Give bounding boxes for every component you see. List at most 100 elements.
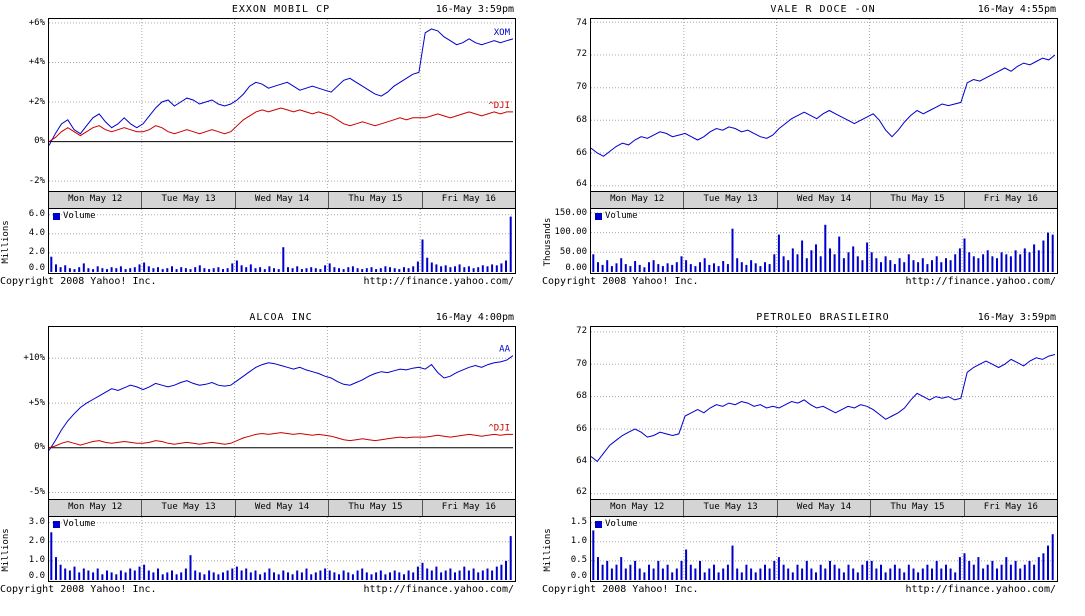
volume-legend: Volume	[595, 212, 638, 221]
price-y-axis: +10% +5% 0% -5%	[12, 326, 48, 500]
x-axis-day-label: Mon May 12	[610, 194, 665, 204]
volume-plot-row: Millions 6.0 4.0 2.0 0.0 Volume	[0, 209, 542, 274]
stock-chart-panel: ALCOA INC 16-May 4:00pm +10% +5% 0% -5% AA ^…	[0, 308, 542, 616]
x-axis-band: Mon May 12 Tue May 13 Wed May 14 Thu May 15…	[48, 500, 516, 517]
x-axis-day-label: Fri May 16	[963, 192, 1057, 208]
price-plot-row: +10% +5% 0% -5% AA ^DJI	[0, 326, 542, 500]
volume-tick-label: 4.0	[28, 228, 45, 239]
volume-unit-label: Thousands	[543, 217, 553, 266]
volume-plot-row: Millions 1.5 1.0 0.5 0.0 Volume	[542, 517, 1085, 582]
x-axis-band: Mon May 12 Tue May 13 Wed May 14 Thu May 15…	[48, 192, 516, 209]
copyright-text: Copyright 2008 Yahoo! Inc.	[0, 584, 157, 595]
volume-swatch-icon	[595, 521, 602, 528]
volume-legend-label: Volume	[63, 519, 96, 529]
x-axis-day-label: Wed May 14	[234, 500, 328, 516]
x-axis-day-label: Wed May 14	[776, 192, 870, 208]
price-tick-label: 70	[576, 82, 587, 93]
volume-y-axis: 1.5 1.0 0.5 0.0	[554, 517, 590, 582]
volume-legend-label: Volume	[605, 211, 638, 221]
volume-swatch-icon	[595, 213, 602, 220]
price-chart-svg: AA ^DJI	[49, 327, 513, 497]
price-tick-label: 66	[576, 423, 587, 434]
volume-tick-label: 0.0	[28, 263, 45, 273]
chart-timestamp: 16-May 3:59pm	[435, 4, 514, 15]
volume-tick-label: 150.00	[554, 208, 587, 218]
volume-tick-label: 100.00	[554, 227, 587, 238]
volume-unit-label: Millions	[1, 527, 11, 572]
chart-footer: Copyright 2008 Yahoo! Inc. http://financ…	[542, 276, 1056, 288]
volume-tick-label: 1.0	[28, 555, 45, 566]
price-tick-label: 62	[576, 487, 587, 497]
source-url-text: http://finance.yahoo.com/	[363, 276, 514, 287]
price-tick-label: 0%	[34, 136, 45, 147]
price-tick-label: 68	[576, 114, 587, 125]
volume-plot-area: Volume	[590, 209, 1058, 274]
chart-footer: Copyright 2008 Yahoo! Inc. http://financ…	[542, 584, 1056, 596]
price-tick-label: 64	[576, 179, 587, 189]
source-url-text: http://finance.yahoo.com/	[905, 584, 1056, 595]
chart-title: PETROLEO BRASILEIRO	[756, 312, 890, 323]
price-tick-label: 74	[576, 18, 587, 28]
x-axis-day-label: Tue May 13	[141, 500, 234, 516]
x-axis-band: Mon May 12 Tue May 13 Wed May 14 Thu May 15…	[590, 192, 1058, 209]
price-tick-label: +5%	[28, 397, 45, 408]
volume-unit-column: Millions	[0, 209, 12, 274]
x-axis-day-label: Thu May 15	[870, 192, 963, 208]
price-chart-svg: XOM ^DJI	[49, 19, 513, 189]
x-axis-day-label: Tue May 13	[683, 192, 776, 208]
price-tick-label: +2%	[28, 96, 45, 107]
price-tick-label: 72	[576, 49, 587, 60]
price-chart-svg	[591, 327, 1055, 497]
volume-legend: Volume	[53, 520, 96, 529]
price-tick-label: -5%	[28, 487, 45, 497]
copyright-text: Copyright 2008 Yahoo! Inc.	[542, 584, 699, 595]
chart-footer: Copyright 2008 Yahoo! Inc. http://financ…	[0, 276, 514, 288]
series-label: ^DJI	[488, 423, 510, 433]
volume-tick-label: 50.00	[559, 246, 587, 257]
volume-tick-label: 0.00	[565, 263, 587, 273]
stock-chart-panel: VALE R DOCE -ON 16-May 4:55pm 74 72 70 68 66…	[542, 0, 1085, 308]
volume-swatch-icon	[53, 213, 60, 220]
price-plot-row: +6% +4% +2% 0% -2% XOM ^DJI	[0, 18, 542, 192]
volume-legend-label: Volume	[63, 211, 96, 221]
volume-unit-column: Millions	[542, 517, 554, 582]
x-axis-band: Mon May 12 Tue May 13 Wed May 14 Thu May 15…	[590, 500, 1058, 517]
volume-tick-label: 3.0	[28, 517, 45, 528]
price-chart-svg	[591, 19, 1055, 189]
price-tick-label: -2%	[28, 175, 45, 186]
chart-header: VALE R DOCE -ON 16-May 4:55pm	[590, 3, 1056, 18]
price-axis-spacer	[0, 326, 12, 500]
chart-title: EXXON MOBIL CP	[231, 4, 331, 15]
x-axis-day-label: Tue May 13	[683, 500, 776, 516]
price-tick-label: 64	[576, 455, 587, 466]
volume-tick-label: 1.5	[570, 517, 587, 528]
volume-plot-area: Volume	[590, 517, 1058, 582]
volume-chart-svg	[49, 517, 513, 580]
chart-timestamp: 16-May 4:00pm	[435, 312, 514, 323]
price-axis-spacer	[0, 18, 12, 192]
price-plot-row: 74 72 70 68 66 64	[542, 18, 1085, 192]
volume-plot-area: Volume	[48, 209, 516, 274]
price-plot-area	[590, 326, 1058, 500]
price-plot-row: 72 70 68 66 64 62	[542, 326, 1085, 500]
price-tick-label: 70	[576, 358, 587, 369]
price-tick-label: 66	[576, 147, 587, 158]
x-axis-day-label: Thu May 15	[870, 500, 963, 516]
x-axis-day-label: Thu May 15	[328, 500, 421, 516]
volume-tick-label: 0.0	[28, 571, 45, 581]
volume-unit-label: Millions	[543, 527, 553, 572]
volume-y-axis: 6.0 4.0 2.0 0.0	[12, 209, 48, 274]
volume-swatch-icon	[53, 521, 60, 528]
x-axis-day-label: Mon May 12	[68, 194, 123, 204]
volume-chart-svg	[49, 209, 513, 272]
volume-tick-label: 0.0	[570, 571, 587, 581]
x-axis-day-label: Fri May 16	[421, 192, 515, 208]
price-plot-area	[590, 18, 1058, 192]
source-url-text: http://finance.yahoo.com/	[363, 584, 514, 595]
volume-plot-row: Millions 3.0 2.0 1.0 0.0 Volume	[0, 517, 542, 582]
volume-legend-label: Volume	[605, 519, 638, 529]
volume-plot-area: Volume	[48, 517, 516, 582]
series-label: ^DJI	[488, 101, 510, 111]
volume-chart-svg	[591, 209, 1055, 272]
